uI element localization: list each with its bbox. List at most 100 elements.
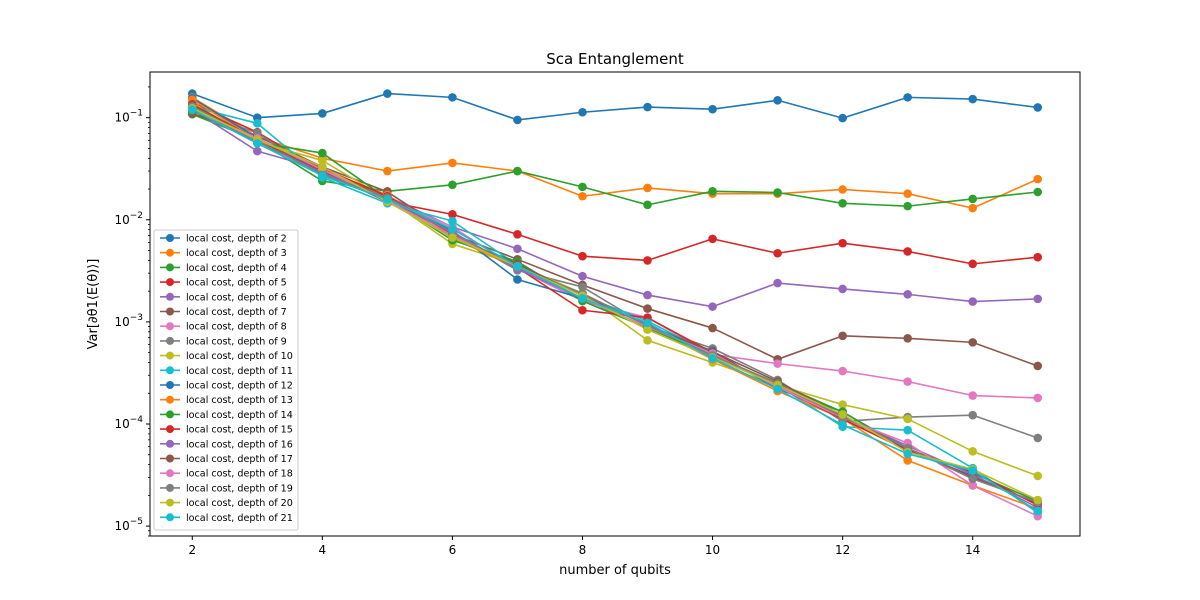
legend-label: local cost, depth of 21 [186, 513, 293, 524]
data-point [903, 449, 912, 459]
data-point [383, 166, 392, 176]
data-point [773, 359, 782, 368]
legend-label: local cost, depth of 6 [186, 292, 287, 303]
legend-label: local cost, depth of 8 [186, 322, 287, 333]
data-point [838, 113, 847, 123]
data-point [1033, 471, 1043, 481]
data-point [1033, 252, 1043, 262]
data-point [903, 189, 912, 199]
legend-label: local cost, depth of 16 [186, 439, 293, 450]
data-point [1033, 433, 1043, 443]
legend-label: local cost, depth of 20 [186, 498, 293, 509]
legend-marker [166, 454, 174, 463]
data-point [1033, 361, 1043, 371]
data-point [578, 251, 587, 261]
series-line [192, 112, 1039, 367]
data-point [643, 200, 652, 210]
x-tick-label: 12 [835, 543, 850, 557]
data-point [448, 158, 457, 168]
data-point [773, 278, 782, 288]
data-point [968, 466, 977, 475]
series-line [191, 113, 1038, 207]
y-tick-label: 10−1 [114, 109, 143, 125]
data-point [903, 247, 912, 256]
data-point [968, 481, 977, 490]
data-point [773, 95, 782, 105]
data-point [448, 93, 457, 102]
data-point [578, 305, 587, 315]
data-point [1033, 393, 1043, 403]
data-point [1033, 294, 1043, 304]
legend-label: local cost, depth of 2 [186, 234, 287, 245]
data-point [513, 115, 522, 125]
data-point [1033, 103, 1043, 112]
data-point [643, 256, 652, 265]
data-point [773, 188, 782, 197]
series-lines [191, 92, 1039, 517]
data-point [643, 325, 652, 334]
series-line [191, 102, 1039, 477]
data-point [513, 262, 522, 271]
data-point [708, 187, 717, 196]
series-line [191, 92, 1038, 121]
x-axis-ticks: 2 4 6 8 10 12 14 [188, 536, 980, 557]
data-point [318, 171, 327, 181]
data-point [708, 353, 717, 363]
series-markers [187, 89, 1043, 521]
data-point [643, 318, 652, 328]
plot-frame [149, 71, 1081, 537]
legend-marker [166, 410, 174, 419]
legend-label: local cost, depth of 10 [186, 351, 293, 362]
data-point [448, 210, 457, 219]
data-point [968, 338, 977, 347]
data-point [513, 275, 522, 284]
y-tick-label: 10−3 [114, 313, 143, 329]
data-point [903, 290, 912, 299]
legend-marker [166, 278, 174, 287]
data-point [643, 183, 652, 193]
legend-label: local cost, depth of 4 [186, 263, 287, 274]
y-tick-label: 10−2 [114, 211, 143, 227]
x-axis-label: number of qubits [559, 563, 671, 578]
data-point [968, 203, 977, 213]
data-point [448, 224, 457, 234]
legend-label: local cost, depth of 18 [186, 469, 293, 480]
data-point [968, 410, 977, 420]
x-tick-label: 6 [449, 543, 457, 557]
data-point [838, 420, 847, 430]
data-point [968, 259, 977, 269]
data-point [1033, 495, 1043, 505]
data-point [708, 234, 717, 244]
legend-label: local cost, depth of 12 [186, 381, 293, 392]
data-point [838, 331, 847, 341]
legend-label: local cost, depth of 5 [186, 278, 287, 289]
data-point [708, 104, 717, 114]
legend-label: local cost, depth of 11 [186, 366, 293, 377]
data-point [1033, 187, 1043, 197]
y-tick-label: 10−5 [114, 517, 143, 533]
data-point [1033, 506, 1043, 516]
data-point [448, 180, 457, 190]
data-point [903, 414, 912, 424]
data-point [253, 139, 262, 148]
y-axis-ticks: 10−5 10−4 10−3 10−2 10−1 [114, 86, 150, 537]
y-axis-label: Var[∂θ1⟨E(θ)⟩] [86, 259, 101, 350]
data-point [838, 400, 847, 409]
data-point [903, 456, 912, 465]
data-point [318, 156, 327, 165]
data-point [578, 107, 587, 117]
data-point [838, 284, 847, 294]
chart-title: Sca Entanglement [546, 50, 684, 68]
legend-marker [166, 336, 174, 345]
data-point [968, 391, 977, 400]
data-point [1033, 174, 1043, 184]
data-point [903, 377, 912, 386]
data-point [643, 102, 652, 112]
data-point [643, 290, 652, 300]
x-tick-label: 2 [188, 543, 196, 557]
legend-label: local cost, depth of 14 [186, 410, 293, 421]
legend-label: local cost, depth of 9 [186, 336, 287, 347]
data-point [968, 474, 977, 484]
data-point [253, 119, 262, 128]
legend-marker [166, 425, 174, 434]
